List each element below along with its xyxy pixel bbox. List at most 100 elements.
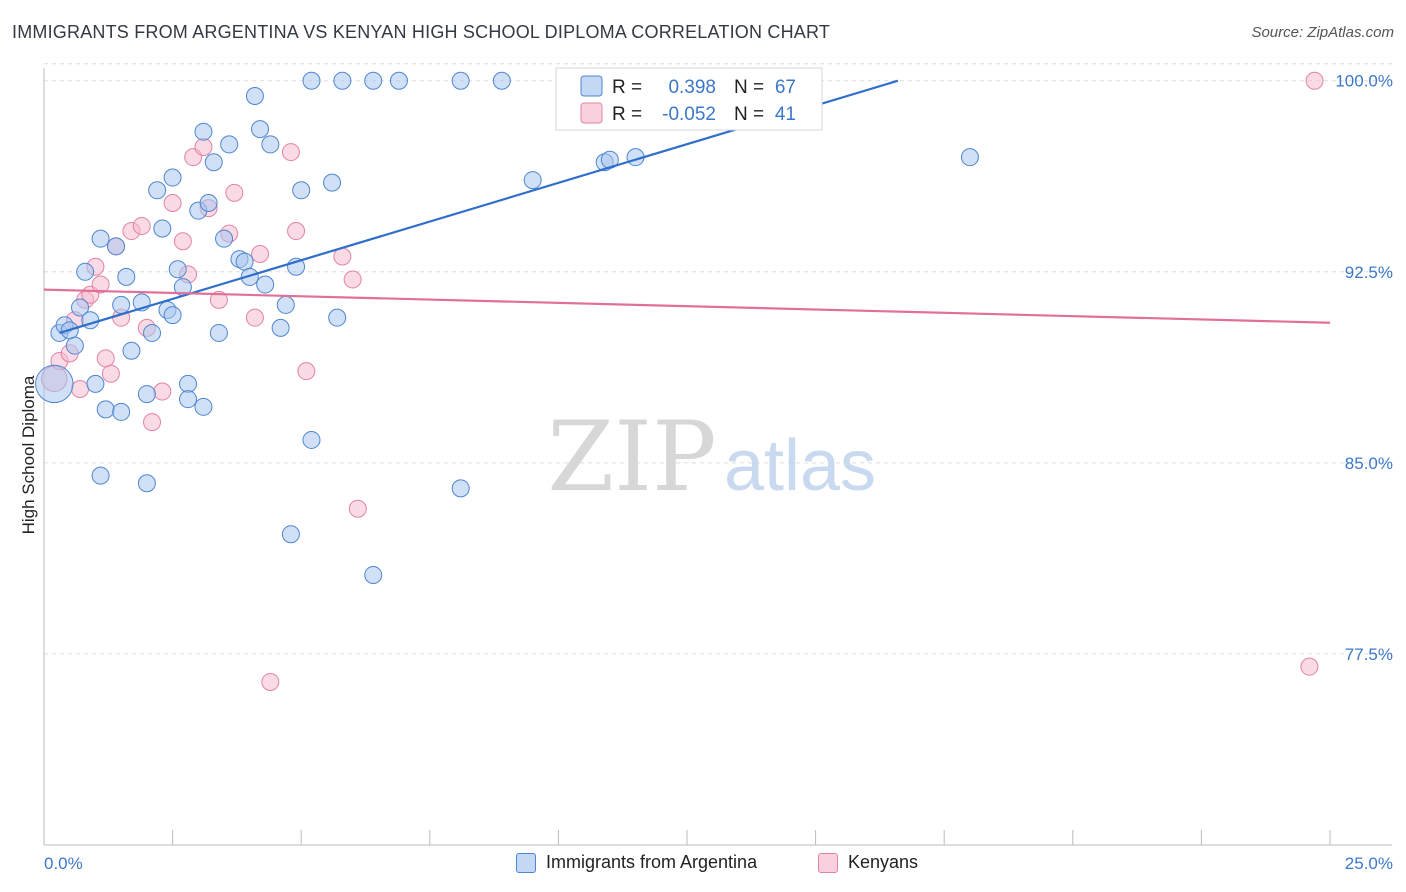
argentina-point-29 — [179, 390, 198, 409]
argentina-point-34 — [204, 153, 223, 172]
argentina-point-14 — [117, 267, 136, 286]
legend-n-value-2: 41 — [775, 104, 796, 125]
kenyans-point-14 — [132, 216, 151, 235]
argentina-point-36 — [215, 229, 234, 248]
axes — [43, 68, 1392, 846]
watermark-zip: ZIP — [547, 401, 716, 513]
y-tick-label-3: 100.0% — [1335, 72, 1393, 91]
argentina-point-55 — [364, 71, 383, 90]
argentina-point-57 — [389, 71, 408, 90]
kenyans-point-34 — [343, 270, 362, 289]
legend-r-value-2: -0.052 — [662, 104, 716, 125]
y-tick-label-2: 92.5% — [1345, 263, 1393, 282]
argentina-point-13 — [112, 402, 131, 421]
legend-n-label-2: N = — [734, 104, 764, 125]
argentina-point-20 — [143, 323, 162, 342]
argentina-point-51 — [302, 71, 321, 90]
y-tick-label-0: 77.5% — [1345, 645, 1393, 664]
argentina-point-9 — [91, 229, 110, 248]
kenyans-point-35 — [348, 499, 367, 518]
argentina-point-19 — [137, 474, 156, 493]
legend-swatch-pink — [580, 102, 603, 124]
kenyans-point-18 — [163, 194, 182, 213]
kenyans-point-8 — [91, 275, 110, 294]
argentina-point-45 — [271, 318, 290, 337]
argentina-point-43 — [256, 275, 275, 294]
argentina-point-56 — [364, 565, 383, 584]
kenyans-point-10 — [101, 364, 120, 383]
argentina-point-18 — [137, 385, 156, 404]
argentina-point-53 — [328, 308, 347, 327]
legend-n-label-1: N = — [734, 77, 764, 98]
argentina-point-10 — [96, 400, 115, 419]
argentina-point-47 — [281, 525, 300, 544]
argentina-point-12 — [112, 295, 131, 314]
argentina-point-4 — [65, 336, 84, 355]
series-legend: Immigrants from Argentina Kenyans — [0, 852, 1406, 878]
kenyans-point-37 — [1300, 657, 1319, 676]
argentina-point-25 — [163, 168, 182, 187]
kenyans-point-24 — [209, 290, 228, 309]
argentina-point-40 — [240, 267, 259, 286]
legend-r-value-1: 0.398 — [668, 77, 716, 98]
argentina-point-35 — [209, 323, 228, 342]
argentina-point-39 — [235, 252, 254, 271]
y-tick-labels: 77.5% 85.0% 92.5% 100.0% — [1335, 72, 1393, 664]
watermark: ZIP atlas — [547, 401, 876, 513]
y-axis-label: High School Diploma — [19, 375, 38, 534]
argentina-point-61 — [523, 171, 542, 190]
legend-swatch-kenyans — [818, 852, 838, 873]
kenyans-point-32 — [297, 362, 316, 381]
kenyans-point-28 — [251, 244, 270, 263]
kenyans-point-4 — [71, 379, 90, 398]
argentina-point-31 — [194, 397, 213, 416]
legend-swatch-blue — [580, 75, 603, 97]
watermark-atlas: atlas — [724, 426, 876, 506]
legend-item-argentina[interactable]: Immigrants from Argentina — [516, 852, 757, 873]
kenyans-point-19 — [173, 232, 192, 251]
argentina-point-24 — [163, 306, 182, 325]
legend-n-value-1: 67 — [775, 77, 796, 98]
argentina-point-15 — [122, 341, 141, 360]
argentina-point-46 — [276, 295, 295, 314]
kenyans-point-17 — [153, 382, 172, 401]
y-tick-label-1: 85.0% — [1345, 454, 1393, 473]
argentina-point-33 — [199, 194, 218, 213]
gridlines — [44, 63, 1392, 655]
kenyans-point-29 — [261, 672, 280, 691]
argentina-point-54 — [333, 71, 352, 90]
argentina-point-0 — [35, 364, 74, 404]
kenyans-point-26 — [225, 183, 244, 202]
argentina-point-49 — [292, 181, 311, 200]
argentina-point-6 — [76, 262, 95, 281]
kenyans-point-16 — [143, 413, 162, 432]
argentina-point-11 — [107, 237, 126, 256]
argentina-point-60 — [492, 71, 511, 90]
legend-swatch-argentina — [516, 852, 536, 873]
argentina-point-52 — [323, 173, 342, 192]
argentina-point-32 — [194, 122, 213, 141]
series-kenyans — [41, 71, 1324, 691]
argentina-point-41 — [245, 87, 264, 106]
kenyans-point-22 — [194, 137, 213, 156]
argentina-point-59 — [451, 71, 470, 90]
argentina-point-16 — [91, 466, 110, 485]
kenyans-point-38 — [1305, 71, 1324, 90]
kenyans-point-31 — [287, 222, 306, 241]
argentina-point-22 — [153, 219, 172, 238]
argentina-point-26 — [168, 260, 187, 279]
legend-label-argentina: Immigrants from Argentina — [546, 852, 758, 872]
chart-title: IMMIGRANTS FROM ARGENTINA VS KENYAN HIGH… — [12, 22, 831, 42]
stats-legend: R = 0.398 N = 67 R = -0.052 N = 41 — [555, 67, 823, 131]
argentina-point-58 — [451, 479, 470, 498]
argentina-point-5 — [71, 298, 90, 317]
legend-r-label-2: R = — [612, 104, 642, 125]
argentina-point-42 — [251, 120, 270, 139]
argentina-point-8 — [86, 374, 105, 393]
kenyans-point-27 — [245, 308, 264, 327]
x-tick-label-1: 25.0% — [1345, 854, 1393, 873]
chart-source: Source: ZipAtlas.com — [1251, 24, 1394, 41]
legend-r-label-1: R = — [612, 77, 642, 98]
legend-item-kenyans[interactable]: Kenyans — [818, 852, 918, 873]
